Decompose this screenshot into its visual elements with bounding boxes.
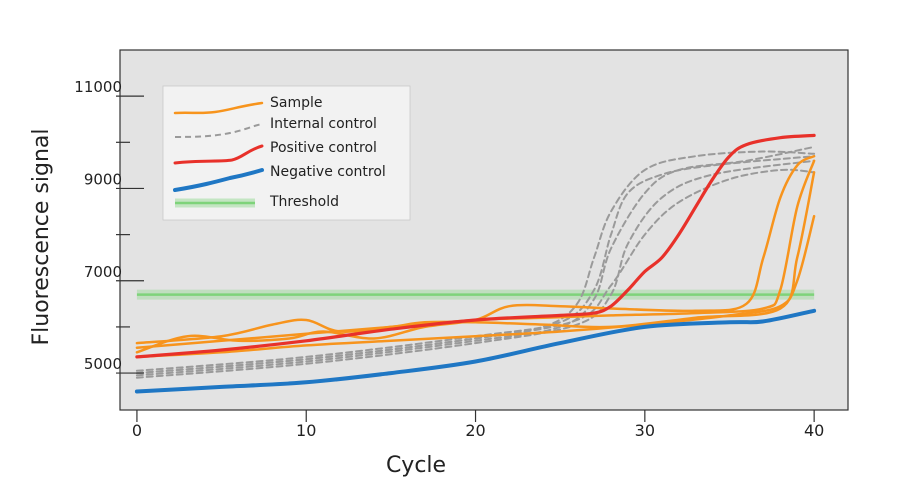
- y-tick-label: 5000: [84, 355, 122, 373]
- y-tick-label: 7000: [84, 263, 122, 281]
- series-line-sample-1: [135, 159, 816, 349]
- legend-label-positive: Positive control: [270, 140, 377, 156]
- y-axis-label: Fluorescence signal: [29, 128, 54, 345]
- x-tick-label: 20: [465, 421, 485, 440]
- x-tick-label: 30: [635, 421, 655, 440]
- y-tick-label: 9000: [84, 170, 122, 188]
- legend-swatch-negative: [173, 168, 264, 192]
- legend-label-sample: Sample: [270, 95, 323, 111]
- y-tick-label: 11000: [74, 78, 122, 96]
- legend-label-internal: Internal control: [270, 116, 377, 132]
- legend-swatch-internal: [174, 123, 263, 138]
- series-line-sample-3: [135, 154, 816, 354]
- legend-box: [162, 85, 411, 221]
- x-tick-label: 10: [296, 421, 316, 440]
- legend-swatch-sample: [173, 101, 264, 115]
- legend-label-negative: Negative control: [270, 164, 386, 180]
- series-line-internal-2: [135, 155, 816, 372]
- series-line-negative-control: [134, 308, 817, 394]
- x-axis-label: Cycle: [386, 453, 446, 478]
- legend-swatch-positive: [173, 144, 264, 165]
- series-line-internal-3: [135, 145, 816, 377]
- legend-label-threshold: Threshold: [269, 194, 339, 210]
- x-tick-label: 0: [132, 421, 142, 440]
- legend: Sample Internal control Positive control…: [162, 85, 411, 221]
- series-line-sample-4: [135, 214, 816, 359]
- series-line-internal-5: [135, 168, 816, 375]
- x-tick-label: 40: [804, 421, 824, 440]
- series-line-positive-control: [135, 133, 816, 359]
